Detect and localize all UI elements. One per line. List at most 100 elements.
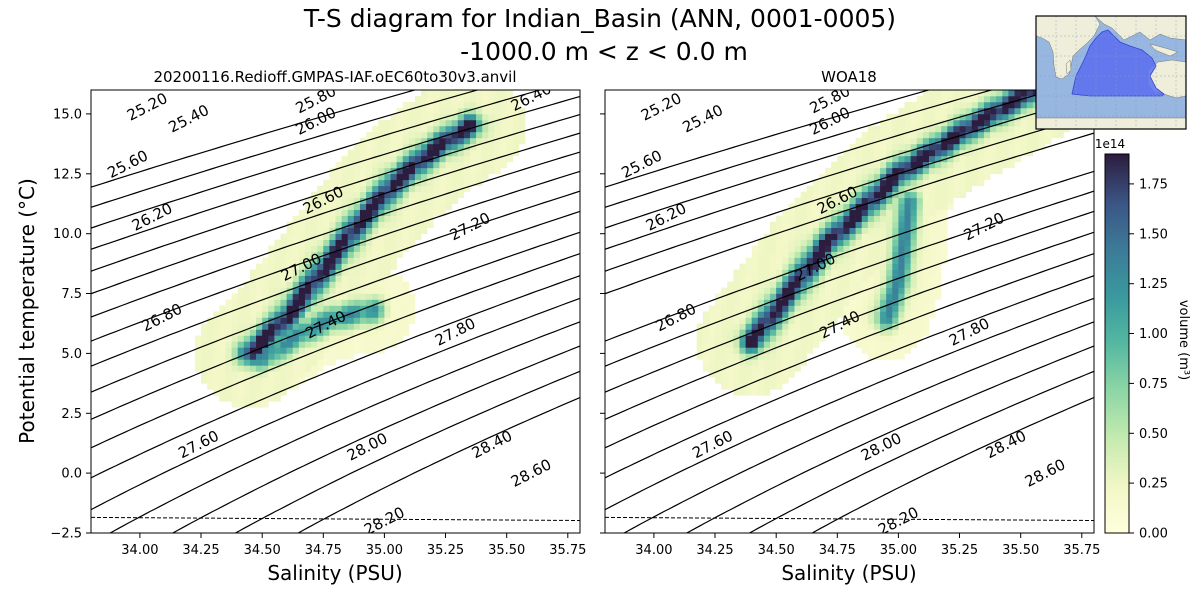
left-heatmap-cell xyxy=(249,287,257,294)
left-heatmap-cell xyxy=(390,185,397,193)
right-heatmap-cell xyxy=(788,317,795,324)
right-heatmap-cell xyxy=(953,149,960,157)
right-heatmap-cell xyxy=(959,173,966,181)
right-heatmap-cell xyxy=(721,323,728,330)
left-heatmap-cell xyxy=(433,113,440,121)
left-heatmap-cell xyxy=(353,263,361,270)
left-heatmap-cell xyxy=(213,353,220,360)
right-heatmap-cell xyxy=(983,131,991,139)
right-heatmap-cell xyxy=(800,323,808,330)
left-heatmap-cell xyxy=(396,161,404,169)
colorbar-tick-label: 0.75 xyxy=(1139,377,1168,392)
left-heatmap-cell xyxy=(280,305,287,312)
left-heatmap-cell xyxy=(384,257,391,264)
left-heatmap-cell xyxy=(304,347,312,354)
right-heatmap-cell xyxy=(910,251,918,258)
left-heatmap-cell xyxy=(243,395,251,402)
right-heatmap-cell xyxy=(916,329,924,336)
right-heatmap-cell xyxy=(922,149,930,157)
left-heatmap-cell xyxy=(347,215,355,223)
left-heatmap-cell xyxy=(402,191,410,199)
left-heatmap-cell xyxy=(463,119,471,127)
right-heatmap-cell xyxy=(825,281,832,288)
left-heatmap-cell xyxy=(421,113,428,121)
right-heatmap-cell xyxy=(757,389,765,396)
left-heatmap-cell xyxy=(482,131,489,139)
right-heatmap-cell xyxy=(922,227,930,234)
right-heatmap-cell xyxy=(953,191,960,199)
right-heatmap-cell xyxy=(800,359,808,366)
left-heatmap-cell xyxy=(384,125,391,133)
right-heatmap-cell xyxy=(849,227,856,234)
left-heatmap-cell xyxy=(518,137,526,145)
left-heatmap-cell xyxy=(347,341,355,348)
right-heatmap-cell xyxy=(800,263,808,270)
right-heatmap-cell xyxy=(739,281,746,288)
left-heatmap-cell xyxy=(262,353,269,360)
right-heatmap-cell xyxy=(812,227,820,234)
right-heatmap-cell xyxy=(959,101,966,109)
left-heatmap-cell xyxy=(414,227,422,234)
right-heatmap-cell xyxy=(788,281,795,288)
left-heatmap-cell xyxy=(335,227,342,234)
right-heatmap-cell xyxy=(959,113,966,121)
left-heatmap-cell xyxy=(427,161,434,169)
right-heatmap-cell xyxy=(818,197,826,205)
right-heatmap-cell xyxy=(867,155,875,163)
left-heatmap-cell xyxy=(390,191,397,199)
left-heatmap-cell xyxy=(347,245,355,252)
left-heatmap-cell xyxy=(476,149,483,157)
left-heatmap-cell xyxy=(366,323,373,330)
left-heatmap-cell xyxy=(274,245,281,252)
left-heatmap-cell xyxy=(378,329,385,336)
left-heatmap-cell xyxy=(329,353,336,360)
right-heatmap-cell xyxy=(806,329,814,336)
right-heatmap-cell xyxy=(739,269,746,276)
left-heatmap-cell xyxy=(280,293,287,300)
right-heatmap-cell xyxy=(916,233,924,240)
left-heatmap-cell xyxy=(408,185,416,193)
left-heatmap-cell xyxy=(372,227,379,234)
right-heatmap-cell xyxy=(818,311,826,318)
right-heatmap-cell xyxy=(904,245,911,252)
left-heatmap-cell xyxy=(451,197,459,205)
left-heatmap-cell xyxy=(463,167,471,175)
left-heatmap-cell xyxy=(311,263,318,270)
right-heatmap-cell xyxy=(935,245,942,252)
left-heatmap-cell xyxy=(414,137,422,145)
right-x-axis-label: Salinity (PSU) xyxy=(781,561,916,585)
left-heatmap-cell xyxy=(335,179,342,187)
right-heatmap-cell xyxy=(794,311,801,318)
right-heatmap-cell xyxy=(849,305,856,312)
right-heatmap-cell xyxy=(910,305,918,312)
left-heatmap-cell xyxy=(396,179,404,187)
left-heatmap-cell xyxy=(317,269,324,276)
left-heatmap-cell xyxy=(372,335,379,342)
right-heatmap-cell xyxy=(849,215,856,223)
right-heatmap-cell xyxy=(965,149,973,157)
right-heatmap-cell xyxy=(983,101,991,109)
left-heatmap-cell xyxy=(311,203,318,211)
left-heatmap-cell xyxy=(317,353,324,360)
left-heatmap-cell xyxy=(439,119,446,127)
left-heatmap-cell xyxy=(372,137,379,145)
left-heatmap-cell xyxy=(506,119,514,127)
right-heatmap-cell xyxy=(849,149,856,157)
right-heatmap-cell xyxy=(837,203,844,211)
right-heatmap-cell xyxy=(739,377,746,384)
right-heatmap-cell xyxy=(757,377,765,384)
right-heatmap-cell xyxy=(892,149,899,157)
right-heatmap-cell xyxy=(922,281,930,288)
right-heatmap-cell xyxy=(825,245,832,252)
left-heatmap-cell xyxy=(237,299,245,306)
left-heatmap-cell xyxy=(225,347,232,354)
right-heatmap-cell xyxy=(916,227,924,234)
right-heatmap-cell xyxy=(904,293,911,300)
right-heatmap-cell xyxy=(947,107,954,115)
left-heatmap-cell xyxy=(262,275,269,282)
right-heatmap-cell xyxy=(886,299,893,306)
right-heatmap-cell xyxy=(776,257,783,264)
left-heatmap-cell xyxy=(408,317,416,324)
right-heatmap-cell xyxy=(861,227,869,234)
left-heatmap-cell xyxy=(427,137,434,145)
